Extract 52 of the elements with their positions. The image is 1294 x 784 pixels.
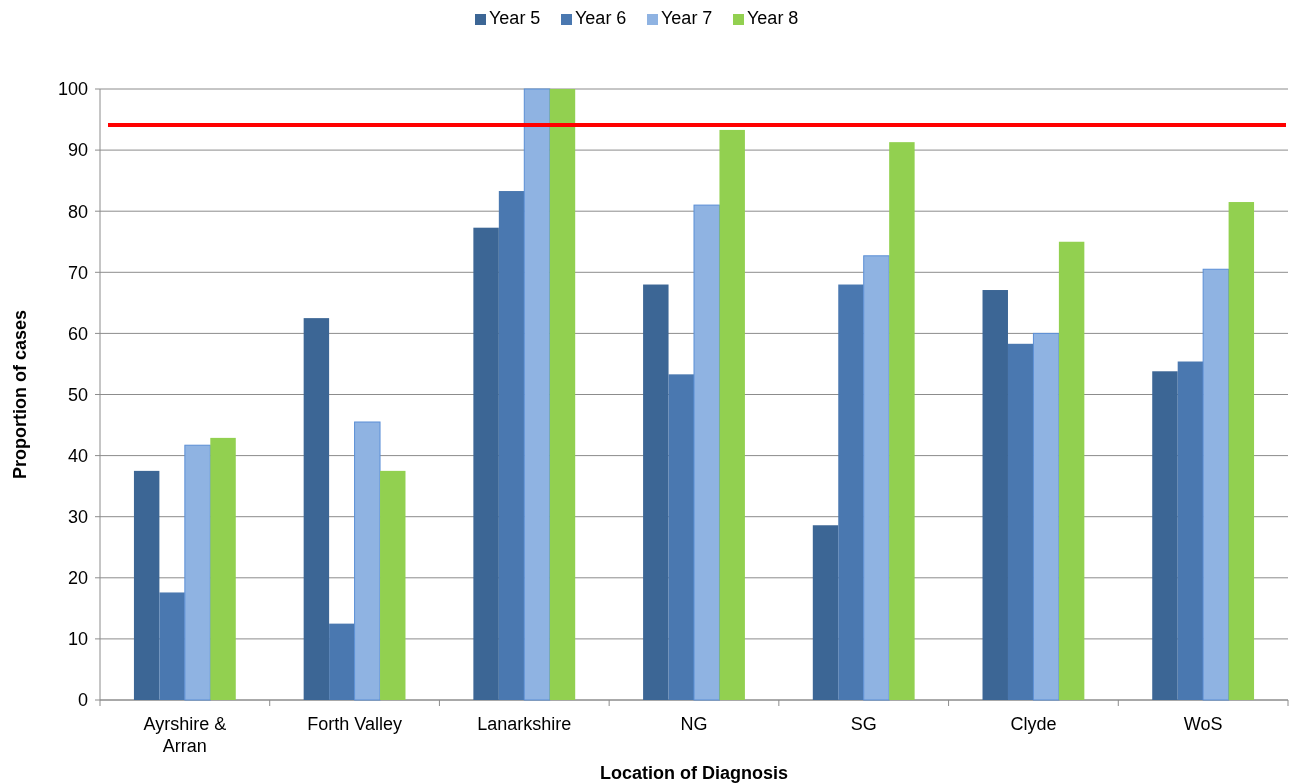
y-tick-label: 80 [67,201,88,222]
x-axis-title: Location of Diagnosis [599,763,789,783]
y-tick-label: 30 [67,507,88,527]
bar [889,142,915,700]
legend-label: Year 6 [575,8,627,28]
y-tick-label: 40 [67,445,88,466]
bar [1058,241,1085,700]
bar [498,191,525,700]
bar [982,290,1008,700]
y-tick-label: 0 [77,690,88,711]
bar [838,284,864,700]
y-tick-label: 60 [67,323,88,344]
bar [1228,202,1255,700]
x-tick-label: NG [680,714,708,734]
legend-label: Year 7 [661,8,713,28]
y-tick-label: 70 [67,262,88,283]
bar [133,470,160,700]
x-tick-label: SG [850,714,877,734]
x-tick-label: Ayrshire & Arran [143,714,227,756]
bar [523,88,551,701]
y-tick-label: 50 [67,384,88,405]
bar [184,444,211,701]
bar [380,470,406,700]
legend-label: Year 5 [489,8,541,28]
bar [1152,371,1178,700]
x-tick-label: Lanarkshire [477,714,572,734]
bar [549,89,576,700]
bar [303,318,330,700]
bar [668,374,694,700]
bar [1177,361,1204,700]
bar [1032,332,1060,701]
bar [812,525,839,700]
y-tick-label: 100 [57,79,88,100]
x-tick-label: WoS [1183,714,1223,734]
bar [643,284,669,700]
bar [1007,343,1034,700]
y-axis-title: Proportion of cases [10,309,30,480]
bar [210,437,236,700]
bar [159,592,185,700]
y-tick-label: 20 [67,568,88,589]
bar [863,255,890,701]
bar [329,623,355,700]
y-tick-label: 10 [67,629,88,650]
legend-label: Year 8 [747,8,799,28]
y-tick-label: 90 [67,140,88,161]
bar [1202,268,1230,701]
x-tick-label: Clyde [1010,714,1057,734]
x-tick-label: Forth Valley [307,714,402,734]
bar [354,421,381,701]
bar [473,227,499,700]
bar [693,204,720,701]
bar [719,129,745,700]
